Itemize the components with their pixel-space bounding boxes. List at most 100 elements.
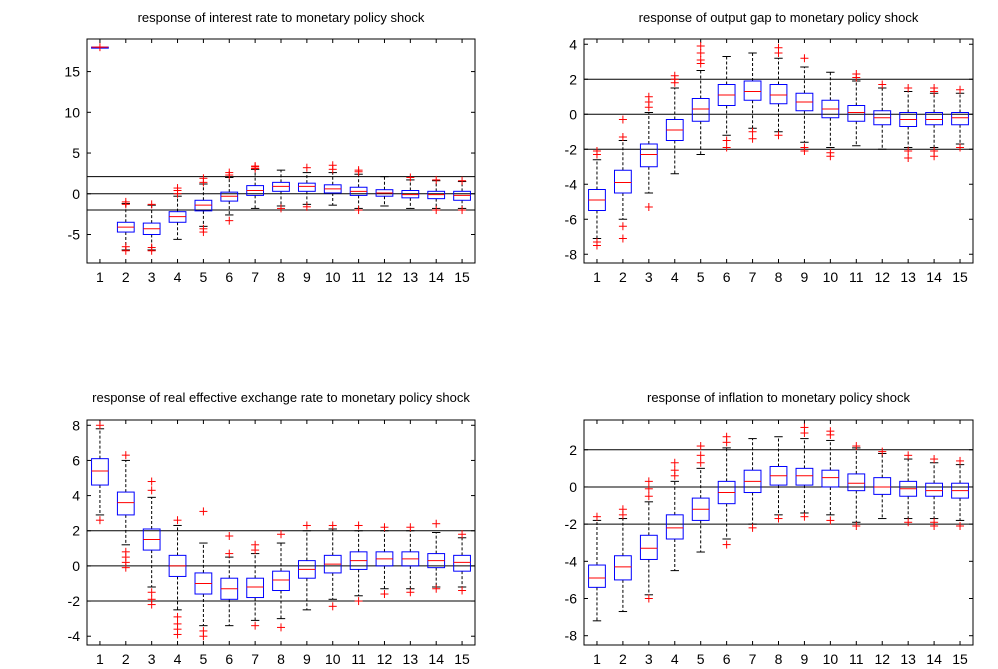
x-tick-label: 5 xyxy=(697,651,705,667)
boxplot-13 xyxy=(899,84,918,162)
x-tick-label: 4 xyxy=(671,651,679,667)
x-tick-label: 6 xyxy=(723,651,731,667)
x-tick-label: 12 xyxy=(377,269,393,285)
box xyxy=(453,554,471,572)
boxplot-9 xyxy=(795,54,814,155)
outlier-marker xyxy=(458,586,467,595)
box xyxy=(613,555,632,581)
y-tick-label: 2 xyxy=(569,71,577,87)
outlier-marker xyxy=(432,519,441,528)
outlier-marker xyxy=(800,54,809,63)
outlier-marker xyxy=(302,163,311,172)
outlier-marker xyxy=(173,630,182,639)
box xyxy=(873,477,892,495)
x-tick-label: 1 xyxy=(593,651,601,667)
x-tick-label: 5 xyxy=(697,269,705,285)
y-tick-label: 6 xyxy=(72,452,80,468)
outlier-marker xyxy=(354,597,363,606)
outlier-marker xyxy=(774,514,783,523)
box xyxy=(795,467,814,486)
outlier-marker xyxy=(121,200,130,209)
y-tick-label: 0 xyxy=(569,106,577,122)
x-tick-label: 2 xyxy=(122,269,130,285)
outlier-marker xyxy=(406,588,415,597)
boxplot-2 xyxy=(613,115,632,243)
boxplot-12 xyxy=(873,447,892,520)
x-tick-label: 8 xyxy=(277,269,285,285)
box xyxy=(769,84,788,105)
outlier-marker xyxy=(458,176,467,185)
y-tick-label: 4 xyxy=(569,36,577,52)
outlier-marker xyxy=(722,143,731,152)
outlier-marker xyxy=(696,49,705,57)
x-tick-label: 9 xyxy=(801,269,809,285)
outlier-marker xyxy=(826,516,835,525)
outlier-marker xyxy=(826,427,835,436)
x-tick-label: 7 xyxy=(749,269,757,285)
boxplot-12 xyxy=(873,80,892,150)
outlier-marker xyxy=(956,456,965,465)
outlier-marker xyxy=(904,451,913,460)
x-tick-label: 12 xyxy=(874,651,890,667)
x-tick-label: 8 xyxy=(277,651,285,667)
boxplot-15 xyxy=(951,85,969,152)
outlier-marker xyxy=(251,621,260,630)
boxplot-1 xyxy=(588,512,606,622)
outlier-marker xyxy=(930,84,939,92)
boxplot-15 xyxy=(453,176,471,215)
outlier-marker xyxy=(618,505,627,514)
box xyxy=(272,570,290,592)
outlier-marker xyxy=(722,540,731,549)
outlier-marker xyxy=(199,228,208,237)
y-tick-label: -8 xyxy=(565,246,578,262)
outlier-marker xyxy=(354,206,363,215)
outlier-marker xyxy=(328,602,337,611)
outlier-marker xyxy=(670,458,679,467)
outlier-marker xyxy=(800,147,809,155)
x-tick-label: 3 xyxy=(645,651,653,667)
x-tick-label: 11 xyxy=(351,651,366,667)
outlier-marker xyxy=(670,466,679,475)
outlier-marker xyxy=(592,241,601,250)
outlier-marker xyxy=(147,243,156,252)
outlier-marker xyxy=(956,143,965,152)
x-tick-label: 14 xyxy=(428,269,444,285)
y-tick-label: 10 xyxy=(64,104,80,120)
boxplot-2 xyxy=(613,505,632,613)
boxplot-3 xyxy=(142,200,161,255)
box xyxy=(639,534,658,560)
outlier-marker xyxy=(592,150,601,159)
box xyxy=(951,112,969,126)
outlier-marker xyxy=(121,563,130,572)
x-tick-label: 14 xyxy=(926,269,942,285)
boxplot-7 xyxy=(246,162,265,209)
boxplot-7 xyxy=(743,52,762,143)
boxplot-6 xyxy=(220,168,239,225)
boxplot-10 xyxy=(323,521,342,611)
x-tick-label: 13 xyxy=(900,651,916,667)
x-tick-label: 6 xyxy=(225,269,233,285)
x-tick-label: 8 xyxy=(775,651,783,667)
box xyxy=(665,514,684,540)
outlier-marker xyxy=(904,154,913,162)
x-tick-label: 5 xyxy=(200,651,208,667)
boxplot-13 xyxy=(401,523,420,597)
outlier-marker xyxy=(302,202,311,211)
outlier-marker xyxy=(748,127,757,136)
outlier-marker xyxy=(618,115,627,124)
boxplot-8 xyxy=(769,436,788,523)
x-tick-label: 3 xyxy=(645,269,653,285)
outlier-marker xyxy=(956,521,965,530)
boxplot-4 xyxy=(665,71,684,175)
outlier-marker xyxy=(696,458,705,467)
outlier-marker xyxy=(722,432,731,441)
outlier-marker xyxy=(354,521,363,530)
outlier-marker xyxy=(852,521,861,530)
chart-panel-3: response of real effective exchange rate… xyxy=(68,390,476,667)
outlier-marker xyxy=(251,162,260,171)
boxplot-4 xyxy=(168,184,187,240)
chart-panel-1: response of interest rate to monetary po… xyxy=(64,10,476,285)
outlier-marker xyxy=(121,451,130,460)
chart-title: response of interest rate to monetary po… xyxy=(138,10,425,25)
boxplot-14 xyxy=(925,84,944,161)
